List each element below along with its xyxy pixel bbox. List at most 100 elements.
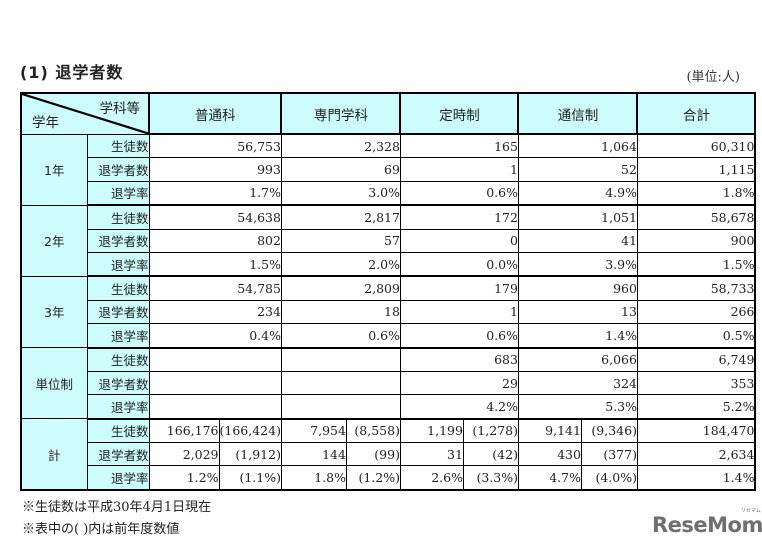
cell-value: 1 <box>399 157 519 182</box>
cell-value: 430 <box>517 442 582 467</box>
cell-value: 31 <box>399 442 464 467</box>
table-row: 退学者数 2,029 (1,912) 144 (99) 31 (42) 430 (377) 2,6… <box>21 442 756 467</box>
cell-value: 234 <box>148 299 282 325</box>
cell-total: 0.5% <box>636 323 756 349</box>
row-group-grade-1: 1年 <box>20 133 88 206</box>
cell-value: 6,066 <box>517 347 638 372</box>
cell-value: 0.6% <box>399 323 519 349</box>
section-title: (1) 退学者数 <box>20 63 124 82</box>
corner-dept-label: 学科等 <box>99 101 141 117</box>
cell-value: 3.0% <box>280 180 401 207</box>
cell-value: 1.8% <box>280 465 347 491</box>
cell-value <box>148 394 282 420</box>
cell-total: 1.5% <box>636 251 756 278</box>
table-row: 2年 生徒数 54,638 2,817 172 1,051 58,678 <box>20 204 756 277</box>
cell-value: 1,051 <box>517 204 638 230</box>
cell-previous-year: (1.2%) <box>345 465 401 491</box>
row-group-credit-system: 単位制 <box>20 347 88 420</box>
resemom-logo: ReseMom リセマム <box>652 508 762 537</box>
cell-value: 5.3% <box>517 394 638 420</box>
cell-value: 13 <box>517 299 638 325</box>
table-row: 退学者数 802 57 0 41 900 <box>21 228 756 253</box>
row-label-dropouts: 退学者数 <box>86 228 150 253</box>
cell-previous-year: (1,278) <box>462 418 519 444</box>
col-header-total: 合計 <box>636 92 757 135</box>
cell-previous-year: (166,424) <box>218 418 282 444</box>
cell-value <box>280 370 401 396</box>
cell-previous-year: (99) <box>345 442 401 467</box>
cell-value: 165 <box>399 133 519 159</box>
row-label-students: 生徒数 <box>86 204 150 230</box>
cell-total: 5.2% <box>636 394 756 420</box>
cell-value: 0.4% <box>148 323 282 349</box>
row-label-dropout-rate: 退学率 <box>86 251 150 278</box>
row-label-dropout-rate: 退学率 <box>86 180 150 207</box>
cell-value: 52 <box>517 157 638 182</box>
cell-value: 2,817 <box>280 204 401 230</box>
cell-total: 353 <box>636 370 756 396</box>
cell-value: 1.2% <box>148 465 220 491</box>
row-label-dropout-rate: 退学率 <box>86 323 150 349</box>
header-row: 学科等 学年 普通科 専門学科 定時制 通信制 合計 <box>20 92 757 135</box>
row-label-students: 生徒数 <box>86 418 150 444</box>
cell-value: 166,176 <box>148 418 220 444</box>
table-row: 退学率 1.5% 2.0% 0.0% 3.9% 1.5% <box>21 251 756 278</box>
cell-value: 3.9% <box>517 251 638 278</box>
cell-value: 18 <box>280 299 401 325</box>
row-label-dropouts: 退学者数 <box>86 299 150 325</box>
col-header-general: 普通科 <box>147 92 283 135</box>
cell-value: 172 <box>399 204 519 230</box>
table-row: 退学者数 234 18 1 13 266 <box>21 299 756 325</box>
diagonal-line <box>22 94 150 134</box>
cell-value <box>148 370 282 396</box>
cell-value <box>148 347 282 372</box>
cell-value: 54,785 <box>148 275 282 301</box>
row-group-total: 計 <box>20 418 88 491</box>
table-row: 退学者数 29 324 353 <box>21 370 756 396</box>
cell-value: 1 <box>399 299 519 325</box>
logo-text: ReseMom <box>652 513 762 537</box>
corner-header: 学科等 学年 <box>20 92 150 135</box>
cell-value: 41 <box>517 228 638 253</box>
cell-value: 4.7% <box>517 465 582 491</box>
row-label-dropouts: 退学者数 <box>86 442 150 467</box>
cell-previous-year: (3.3%) <box>462 465 519 491</box>
cell-previous-year: (9,346) <box>580 418 638 444</box>
cell-total: 900 <box>636 228 756 253</box>
cell-value <box>280 347 401 372</box>
table-row: 退学率 1.7% 3.0% 0.6% 4.9% 1.8% <box>21 180 756 207</box>
cell-value: 324 <box>517 370 638 396</box>
col-header-parttime: 定時制 <box>399 92 520 135</box>
table-row: 1年 生徒数 56,753 2,328 165 1,064 60,310 <box>20 133 756 206</box>
cell-value <box>280 394 401 420</box>
cell-total: 1.4% <box>636 465 756 491</box>
dropout-table: 学科等 学年 普通科 専門学科 定時制 通信制 合計 1年 生徒数 56,753 2,… <box>20 92 757 491</box>
cell-value: 69 <box>280 157 401 182</box>
footnote-previous-year: ※表中の( )内は前年度数値 <box>22 522 180 537</box>
cell-value: 2,809 <box>280 275 401 301</box>
col-header-correspondence: 通信制 <box>517 92 639 135</box>
cell-total: 6,749 <box>636 347 756 372</box>
logo-ruby: リセマム <box>740 508 761 514</box>
cell-total: 1.8% <box>636 180 756 207</box>
cell-value: 2,328 <box>280 133 401 159</box>
cell-value: 1,064 <box>517 133 638 159</box>
cell-previous-year: (42) <box>462 442 519 467</box>
row-label-dropouts: 退学者数 <box>86 370 150 396</box>
table-row: 計生徒数 166,176 (166,424) 7,954 (8,558) 1,199 (1,… <box>20 418 756 491</box>
cell-previous-year: (1.1%) <box>218 465 282 491</box>
cell-value: 802 <box>148 228 282 253</box>
cell-value: 29 <box>399 370 519 396</box>
table-row: 退学率 1.2% (1.1%) 1.8% (1.2%) 2.6% (3.3%) 4.7% (4.… <box>21 465 756 491</box>
cell-value: 960 <box>517 275 638 301</box>
footnote-enrollment-date: ※生徒数は平成30年4月1日現在 <box>22 500 212 515</box>
cell-value: 0.6% <box>280 323 401 349</box>
cell-value: 993 <box>148 157 282 182</box>
corner-grade-label: 学年 <box>32 114 59 131</box>
cell-value: 9,141 <box>517 418 582 444</box>
cell-value: 1,199 <box>399 418 464 444</box>
cell-value: 0.6% <box>399 180 519 207</box>
cell-value: 56,753 <box>148 133 282 159</box>
cell-value: 57 <box>280 228 401 253</box>
cell-total: 60,310 <box>636 133 756 159</box>
